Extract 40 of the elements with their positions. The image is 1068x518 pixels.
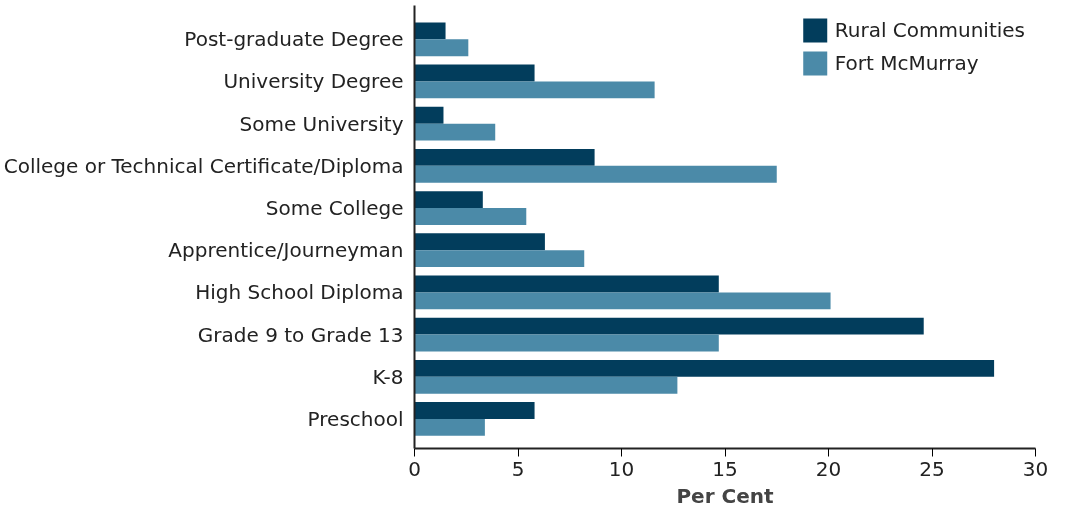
- y-tick-label: Post-graduate Degree: [184, 27, 404, 52]
- y-tick-label: High School Diploma: [195, 280, 404, 305]
- bar: [414, 208, 527, 225]
- legend-label: Rural Communities: [834, 18, 1025, 42]
- y-tick-label: Grade 9 to Grade 13: [197, 322, 404, 347]
- x-tick-label: 30: [1022, 456, 1049, 481]
- bar: [414, 123, 496, 141]
- x-axis-title: Per Cent: [676, 483, 774, 508]
- bar: [414, 418, 485, 436]
- x-tick-label: 20: [815, 456, 842, 481]
- bar: [414, 359, 995, 377]
- bar: [414, 22, 446, 40]
- legend-label: Fort McMurray: [834, 51, 979, 75]
- bar: [414, 148, 595, 166]
- y-tick-label: Some University: [239, 111, 404, 136]
- y-tick-label: Apprentice/Journeyman: [168, 238, 404, 263]
- bar: [414, 106, 444, 124]
- y-tick-label: University Degree: [223, 69, 404, 94]
- x-tick-label: 25: [919, 456, 945, 481]
- x-tick-label: 15: [712, 456, 738, 481]
- bar: [414, 376, 678, 394]
- bar: [414, 317, 924, 335]
- bar: [414, 64, 535, 82]
- bar: [414, 334, 719, 352]
- x-tick-label: 5: [511, 456, 525, 481]
- bar: [414, 81, 655, 99]
- bar: [414, 292, 831, 310]
- y-tick-label: College or Technical Certificate/Diploma: [3, 153, 404, 178]
- y-tick-label: Some College: [265, 196, 404, 221]
- y-tick-label: K-8: [372, 364, 404, 389]
- bar: [414, 250, 585, 268]
- x-tick-label: 0: [408, 456, 421, 481]
- bar: [414, 233, 545, 251]
- bar: [414, 165, 777, 183]
- bar: [414, 191, 483, 209]
- x-tick-label: 10: [608, 456, 635, 481]
- y-tick-label: Preschool: [307, 406, 404, 431]
- bar: [414, 39, 469, 57]
- bar: [414, 402, 535, 419]
- bar: [414, 275, 719, 293]
